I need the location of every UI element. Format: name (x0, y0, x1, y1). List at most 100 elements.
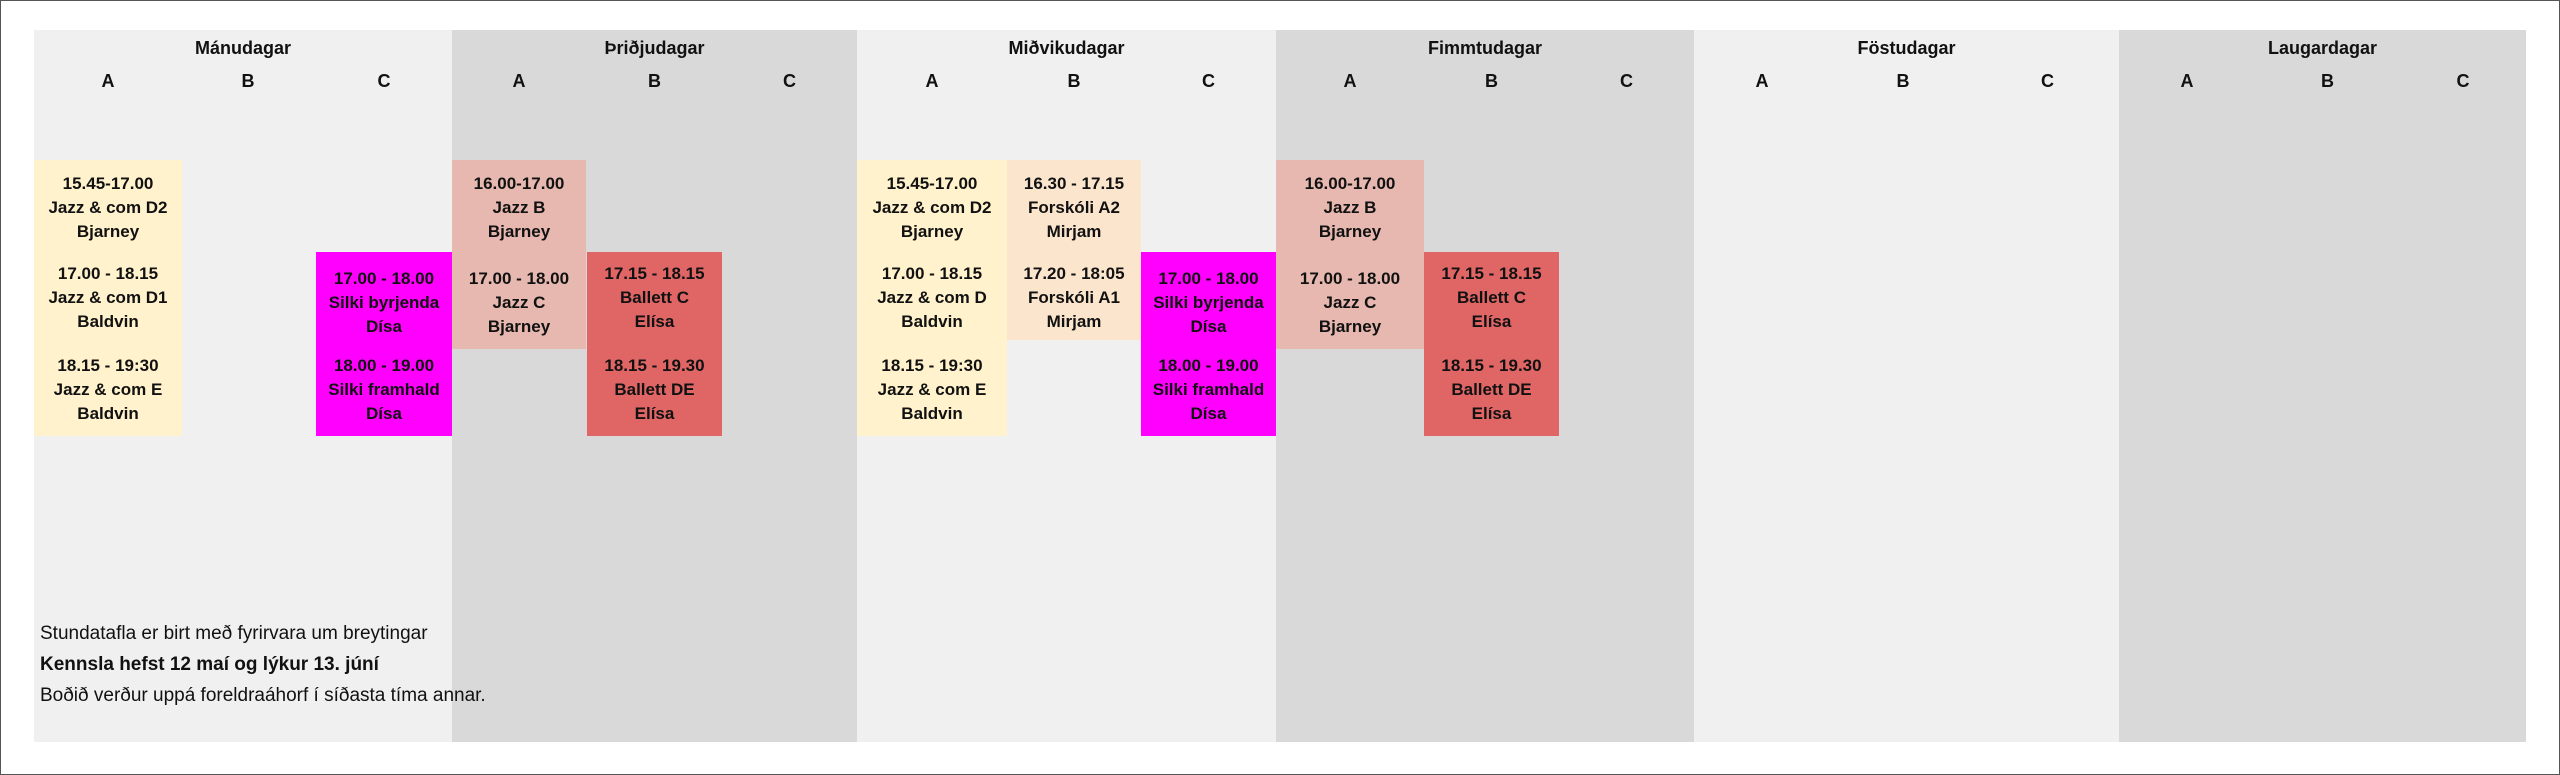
class-teacher: Dísa (1190, 404, 1227, 423)
class-name: Ballett DE (614, 380, 695, 399)
class-name: Forskóli A2 (1028, 198, 1120, 217)
day-title: Föstudagar (1857, 38, 1956, 58)
class-time: 15.45-17.00 (62, 174, 154, 193)
column-label: C (1620, 71, 1633, 91)
class-teacher: Elísa (1471, 312, 1512, 331)
class-time: 18.00 - 19.00 (333, 356, 435, 375)
class-teacher: Bjarney (487, 316, 551, 336)
column-label: B (2321, 71, 2334, 91)
class-time: 17.00 - 18.00 (333, 268, 435, 288)
class-name: Jazz & com D (877, 288, 987, 307)
column-label: C (783, 71, 796, 91)
class-teacher: Elísa (1471, 404, 1512, 423)
class-time: 16.30 - 17.15 (1023, 174, 1125, 193)
class-name: Forskóli A1 (1028, 288, 1120, 307)
class-teacher: Mirjam (1046, 312, 1102, 331)
column-label: B (1896, 71, 1910, 91)
class-teacher: Elísa (634, 404, 675, 423)
class-time: 18.15 - 19.30 (1441, 356, 1542, 375)
class-block[interactable]: 18.15 - 19:30 Jazz & com E Baldvin (34, 340, 182, 436)
class-time: 17.00 - 18.00 (1158, 268, 1259, 288)
class-name: Silki byrjenda (1153, 292, 1264, 312)
column-label: C (2456, 71, 2470, 91)
class-block[interactable]: 17.00 - 18.00 Silki byrjenda Dísa (1141, 252, 1276, 349)
class-teacher: Dísa (366, 316, 402, 336)
day-title: Þriðjudagar (604, 38, 705, 58)
class-teacher: Baldvin (901, 312, 963, 331)
class-name: Jazz & com D2 (872, 198, 992, 217)
class-block[interactable]: 16.00-17.00 Jazz B Bjarney (1276, 160, 1424, 252)
class-teacher: Baldvin (77, 312, 139, 331)
class-time: 17.00 - 18.15 (881, 264, 983, 283)
class-time: 17.15 - 18.15 (604, 264, 705, 283)
class-time: 16.00-17.00 (1304, 174, 1396, 193)
class-block[interactable]: 17.15 - 18.15 Ballett C Elísa (1424, 252, 1559, 340)
class-teacher: Bjarney (76, 222, 140, 241)
column-label: C (377, 71, 391, 91)
column-label: A (101, 71, 115, 91)
class-name: Jazz & com D2 (48, 198, 168, 217)
column-label: A (925, 71, 939, 91)
column-label: A (1755, 71, 1769, 91)
class-block[interactable]: 17.00 - 18.00 Jazz C Bjarney (1276, 252, 1424, 349)
class-time: 17.00 - 18.15 (57, 264, 159, 283)
class-teacher: Baldvin (77, 404, 139, 423)
class-name: Jazz B (1323, 198, 1377, 217)
day-title: Laugardagar (2267, 38, 2378, 58)
day-title: Mánudagar (194, 38, 291, 58)
class-block[interactable]: 16.00-17.00 Jazz B Bjarney (452, 160, 586, 252)
class-block[interactable]: 15.45-17.00 Jazz & com D2 Bjarney (857, 160, 1007, 252)
class-block[interactable]: 17.00 - 18.15 Jazz & com D1 Baldvin (34, 252, 182, 340)
class-block[interactable]: 16.30 - 17.15 Forskóli A2 Mirjam (1007, 160, 1141, 252)
column-label: B (648, 71, 661, 91)
class-name: Ballett C (620, 288, 689, 307)
class-teacher: Mirjam (1046, 222, 1102, 241)
class-teacher: Dísa (366, 404, 402, 423)
class-time: 17.00 - 18.00 (468, 268, 570, 288)
class-teacher: Elísa (634, 312, 675, 331)
class-block[interactable]: 18.15 - 19.30 Ballett DE Elísa (587, 340, 722, 436)
class-block[interactable]: 18.00 - 19.00 Silki framhald Dísa (1141, 340, 1276, 436)
column-label: C (2041, 71, 2054, 91)
column-label: A (2180, 71, 2194, 91)
class-name: Jazz C (1323, 292, 1377, 312)
class-block[interactable]: 17.20 - 18:05 Forskóli A1 Mirjam (1007, 252, 1141, 340)
column-label: B (241, 71, 255, 91)
class-teacher: Bjarney (900, 222, 964, 241)
day-column-background (2119, 30, 2526, 742)
class-block[interactable]: 17.00 - 18.00 Jazz C Bjarney (452, 252, 586, 349)
class-name: Ballett C (1457, 288, 1526, 307)
class-time: 17.00 - 18.00 (1299, 268, 1401, 288)
class-time: 18.15 - 19:30 (881, 356, 983, 375)
class-teacher: Baldvin (901, 404, 963, 423)
class-time: 16.00-17.00 (473, 174, 565, 193)
class-teacher: Dísa (1190, 316, 1227, 336)
column-label: A (1343, 71, 1357, 91)
day-title: Miðvikudagar (1008, 38, 1125, 58)
class-time: 17.20 - 18:05 (1023, 264, 1125, 283)
class-name: Jazz B (492, 198, 546, 217)
class-block[interactable]: 18.00 - 19.00 Silki framhald Dísa (316, 340, 452, 436)
class-time: 18.15 - 19.30 (604, 356, 705, 375)
class-name: Silki framhald (1152, 380, 1265, 399)
class-name: Ballett DE (1451, 380, 1532, 399)
class-block[interactable]: 18.15 - 19.30 Ballett DE Elísa (1424, 340, 1559, 436)
class-block[interactable]: 17.00 - 18.00 Silki byrjenda Dísa (316, 252, 452, 349)
column-label: B (1067, 71, 1081, 91)
class-block[interactable]: 17.15 - 18.15 Ballett C Elísa (587, 252, 722, 340)
class-block[interactable]: 18.15 - 19:30 Jazz & com E Baldvin (857, 340, 1007, 436)
column-label: C (1202, 71, 1215, 91)
disclaimer-note: Stundatafla er birt með fyrirvara um bre… (40, 623, 428, 644)
class-block[interactable]: 17.00 - 18.15 Jazz & com D Baldvin (857, 252, 1007, 340)
class-time: 18.00 - 19.00 (1158, 356, 1259, 375)
class-teacher: Bjarney (1318, 222, 1382, 241)
class-name: Jazz & com E (877, 380, 987, 399)
class-time: 17.15 - 18.15 (1441, 264, 1542, 283)
class-time: 18.15 - 19:30 (57, 356, 159, 375)
day-title: Fimmtudagar (1427, 38, 1542, 58)
column-label: A (512, 71, 526, 91)
class-block[interactable]: 15.45-17.00 Jazz & com D2 Bjarney (34, 160, 182, 252)
parent-viewing-note: Boðið verður uppá foreldraáhorf í síðast… (40, 685, 486, 706)
class-teacher: Bjarney (1318, 316, 1382, 336)
class-teacher: Bjarney (487, 222, 551, 241)
